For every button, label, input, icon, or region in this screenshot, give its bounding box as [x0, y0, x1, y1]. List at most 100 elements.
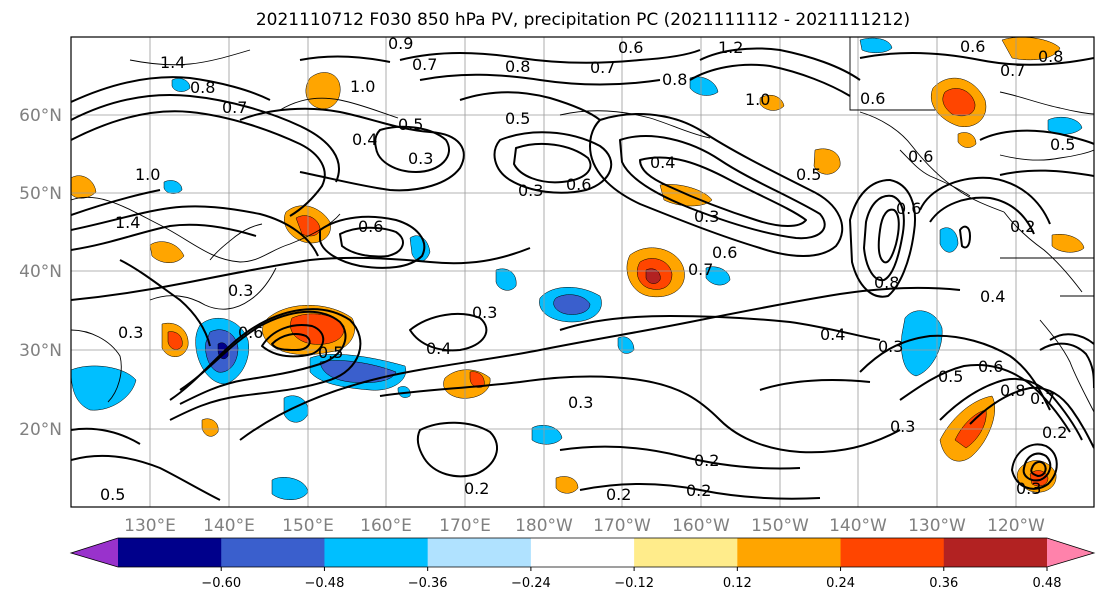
pv-contour [71, 454, 221, 501]
pv-contour [261, 324, 325, 358]
pv-contour [929, 196, 1035, 235]
precip-positive-core [645, 268, 661, 284]
colorbar-cell [427, 538, 532, 567]
contour-label: 0.6 [860, 89, 885, 108]
pv-contour [959, 225, 971, 249]
latitude-labels: 60°N 50°N 40°N 30°N 20°N [19, 106, 62, 440]
colorbar: −0.60 −0.48 −0.36 −0.24 −0.12 0.12 0.24 0.36 0.4… [69, 537, 1096, 591]
precip-negative-area [531, 425, 563, 445]
precip-negative-area [71, 365, 137, 411]
contour-label: 0.7 [1030, 389, 1055, 408]
precip-positive-area [1051, 234, 1085, 253]
contour-label: 0.3 [518, 181, 543, 200]
pv-contour [71, 76, 271, 103]
precip-negative-area [939, 227, 959, 253]
contour-label: 0.6 [358, 217, 383, 236]
pv-contour [239, 107, 465, 192]
pv-contour [759, 379, 871, 391]
contour-label: 0.6 [566, 175, 591, 194]
colorbar-cells [71, 538, 1094, 567]
precip-negative-area [901, 310, 943, 377]
precip-positive-area [555, 476, 579, 494]
contour-label: 0.5 [100, 485, 125, 504]
pv-contour [863, 194, 905, 282]
contour-label: 0.7 [412, 55, 437, 74]
lat-label: 30°N [19, 341, 62, 361]
pv-contour [409, 313, 488, 352]
contour-label: 0.5 [938, 367, 963, 386]
pv-contour [71, 247, 531, 301]
contour-label: 0.5 [318, 343, 343, 362]
contour-label: 0.5 [1050, 135, 1075, 154]
precip-positive-area [759, 95, 785, 111]
pv-contour [849, 179, 916, 298]
precip-negative-area [171, 78, 191, 92]
contour-label: 1.0 [135, 165, 160, 184]
contour-label: 0.3 [472, 303, 497, 322]
pv-contour [969, 386, 1094, 449]
contour-label: 0.3 [118, 323, 143, 342]
contour-label: 0.4 [820, 325, 845, 344]
pv-contour [239, 286, 961, 441]
colorbar-tick-label: −0.36 [408, 576, 448, 591]
contour-label: 1.4 [160, 53, 185, 72]
colorbar-tick-label: −0.48 [305, 576, 345, 591]
contour-label: 0.5 [398, 115, 423, 134]
pv-contour [416, 421, 498, 478]
contour-label: 0.2 [694, 451, 719, 470]
contour-label: 0.8 [1038, 47, 1063, 66]
colorbar-tick-label: −0.60 [201, 576, 241, 591]
pv-contour [619, 135, 826, 240]
lat-label: 60°N [19, 106, 62, 126]
contour-label: 1.2 [718, 38, 743, 57]
lon-label: 130°W [908, 516, 966, 536]
colorbar-tick-label: −0.24 [511, 576, 551, 591]
contour-label: 0.7 [222, 98, 247, 117]
contour-label: 0.8 [662, 70, 687, 89]
contour-label: 0.2 [606, 485, 631, 504]
precip-negative-area [689, 76, 719, 96]
precip-positive-area [813, 148, 841, 175]
colorbar-ticks: −0.60 −0.48 −0.36 −0.24 −0.12 0.12 0.24 0.36 0.4… [201, 567, 1061, 591]
pv-contour [119, 259, 211, 347]
pv-contour [899, 364, 1071, 433]
lon-label: 160°E [360, 516, 412, 536]
map-panel: 1.4 0.8 0.7 1.0 0.9 0.7 0.8 0.7 0.6 0.8 … [70, 34, 1095, 508]
contour-label: 0.6 [896, 199, 921, 218]
contour-label: 0.2 [1010, 217, 1035, 236]
pv-contour [71, 110, 326, 217]
pv-contour [399, 49, 701, 64]
precip-negative-area [495, 268, 517, 291]
colorbar-cell [737, 538, 842, 567]
contour-label: 0.6 [978, 357, 1003, 376]
colorbar-tick-label: 0.36 [929, 576, 958, 591]
pv-contour [859, 334, 1051, 411]
pv-contour [71, 223, 257, 251]
precip-positive-core [167, 331, 183, 350]
pv-contour [459, 91, 601, 121]
colorbar-tick-label: 0.12 [723, 576, 752, 591]
pv-contour [639, 156, 807, 227]
lon-label: 170°W [593, 516, 651, 536]
pv-contour [939, 378, 1083, 441]
contour-label: 0.5 [505, 109, 530, 128]
colorbar-extend-low [71, 538, 118, 567]
contour-label: 0.9 [388, 34, 413, 53]
contour-label: 0.6 [908, 147, 933, 166]
pv-contour [877, 208, 900, 264]
pv-contour [71, 205, 319, 257]
colorbar-cell [634, 538, 738, 567]
contour-label: 0.8 [1000, 381, 1025, 400]
longitude-labels: 130°E 140°E 150°E 160°E 170°E 180°W 170°… [124, 516, 1045, 536]
precip-positive-area [201, 418, 219, 437]
contour-label: 0.4 [352, 130, 377, 149]
contour-label: 0.3 [890, 417, 915, 436]
pv-contour [71, 189, 161, 216]
lon-label: 160°W [672, 516, 730, 536]
pv-contour [559, 445, 801, 470]
colorbar-cell [221, 538, 325, 567]
contour-label: 0.8 [505, 57, 530, 76]
colorbar-cell [943, 538, 1048, 567]
contour-label: 0.6 [960, 37, 985, 56]
